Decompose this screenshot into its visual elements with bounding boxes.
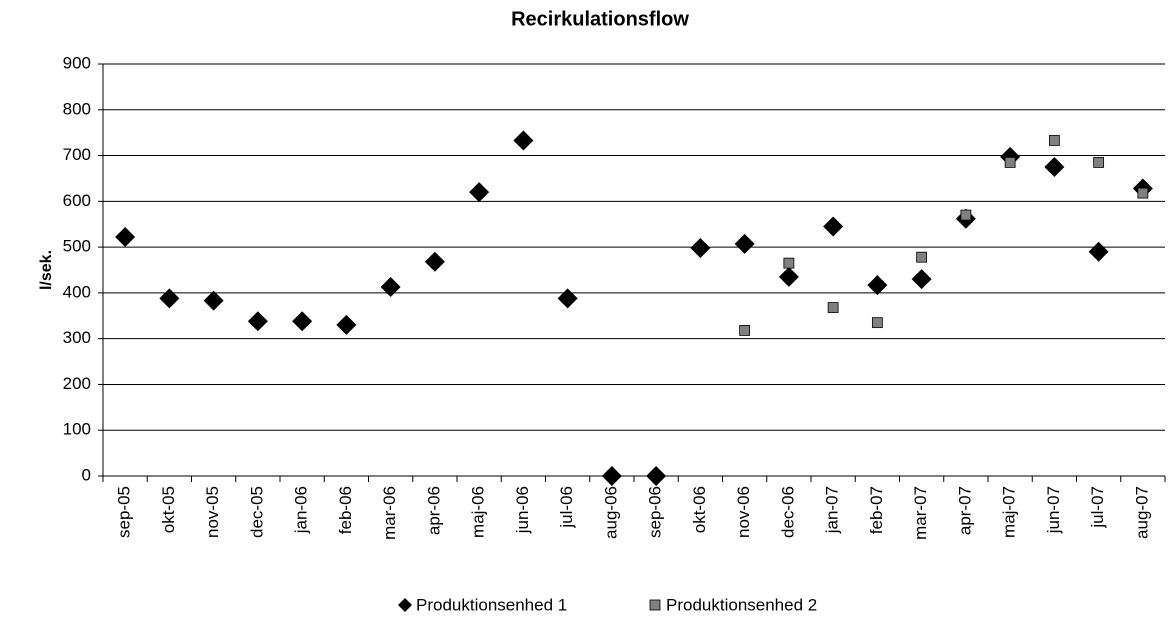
x-tick-label: okt-05 xyxy=(159,486,178,533)
x-tick-label: maj-06 xyxy=(469,486,488,538)
x-tick-label: jul-07 xyxy=(1088,486,1107,529)
point xyxy=(823,216,844,237)
y-tick-label: 600 xyxy=(63,191,91,210)
point xyxy=(292,311,313,332)
y-tick-label: 200 xyxy=(63,374,91,393)
point xyxy=(115,227,136,248)
point xyxy=(424,251,445,272)
point xyxy=(1137,187,1149,199)
chart-title: Recirkulationsflow xyxy=(511,8,689,30)
x-tick-label: jun-07 xyxy=(1044,486,1063,534)
y-tick-label: 100 xyxy=(63,420,91,439)
point xyxy=(203,290,224,311)
y-axis-label: l/sek. xyxy=(38,250,55,290)
point xyxy=(960,209,972,221)
point xyxy=(646,466,667,486)
x-tick-label: sep-06 xyxy=(646,486,665,538)
point xyxy=(871,317,883,329)
point xyxy=(336,314,357,335)
point xyxy=(867,275,888,296)
x-tick-label: aug-07 xyxy=(1132,486,1151,539)
legend-label: Produktionsenhed 1 xyxy=(416,595,567,614)
point xyxy=(1004,157,1016,168)
x-tick-label: dec-06 xyxy=(778,486,797,538)
x-tick-label: feb-06 xyxy=(336,486,355,534)
x-tick-label: jan-07 xyxy=(823,486,842,534)
x-tick-label: mar-07 xyxy=(911,486,930,540)
point xyxy=(690,238,711,259)
point xyxy=(469,182,490,203)
point xyxy=(783,257,795,269)
point xyxy=(739,325,751,336)
point xyxy=(911,269,932,290)
legend-label: Produktionsenhed 2 xyxy=(666,595,817,614)
y-tick-label: 0 xyxy=(82,465,91,484)
point xyxy=(601,466,622,486)
point xyxy=(159,288,180,309)
point xyxy=(827,302,839,313)
legend-marker xyxy=(649,599,661,611)
point xyxy=(1088,241,1109,262)
legend-marker xyxy=(398,598,412,612)
x-tick-label: jul-06 xyxy=(557,486,576,529)
x-tick-label: sep-05 xyxy=(115,486,134,538)
point xyxy=(1048,135,1060,146)
x-tick-label: aug-06 xyxy=(601,486,620,539)
x-tick-label: okt-06 xyxy=(690,486,709,533)
y-tick-label: 500 xyxy=(63,237,91,256)
x-tick-label: dec-05 xyxy=(247,486,266,538)
point xyxy=(778,266,799,287)
x-tick-label: feb-07 xyxy=(867,486,886,534)
point xyxy=(734,233,755,254)
x-tick-label: maj-07 xyxy=(1000,486,1019,538)
x-tick-label: apr-06 xyxy=(424,486,443,535)
point xyxy=(557,288,578,309)
x-tick-label: jun-06 xyxy=(513,486,532,534)
x-tick-label: apr-07 xyxy=(955,486,974,535)
y-tick-label: 400 xyxy=(63,282,91,301)
x-tick-label: mar-06 xyxy=(380,486,399,540)
point xyxy=(1093,157,1105,168)
point xyxy=(513,130,534,151)
y-tick-label: 800 xyxy=(63,99,91,118)
x-tick-label: nov-05 xyxy=(203,486,222,538)
point xyxy=(247,311,268,332)
point xyxy=(916,251,928,263)
point xyxy=(380,276,401,297)
y-tick-label: 700 xyxy=(63,145,91,164)
point xyxy=(1044,157,1065,177)
y-tick-label: 900 xyxy=(63,53,91,72)
x-tick-label: nov-06 xyxy=(734,486,753,538)
y-tick-label: 300 xyxy=(63,328,91,347)
x-tick-label: jan-06 xyxy=(292,486,311,534)
